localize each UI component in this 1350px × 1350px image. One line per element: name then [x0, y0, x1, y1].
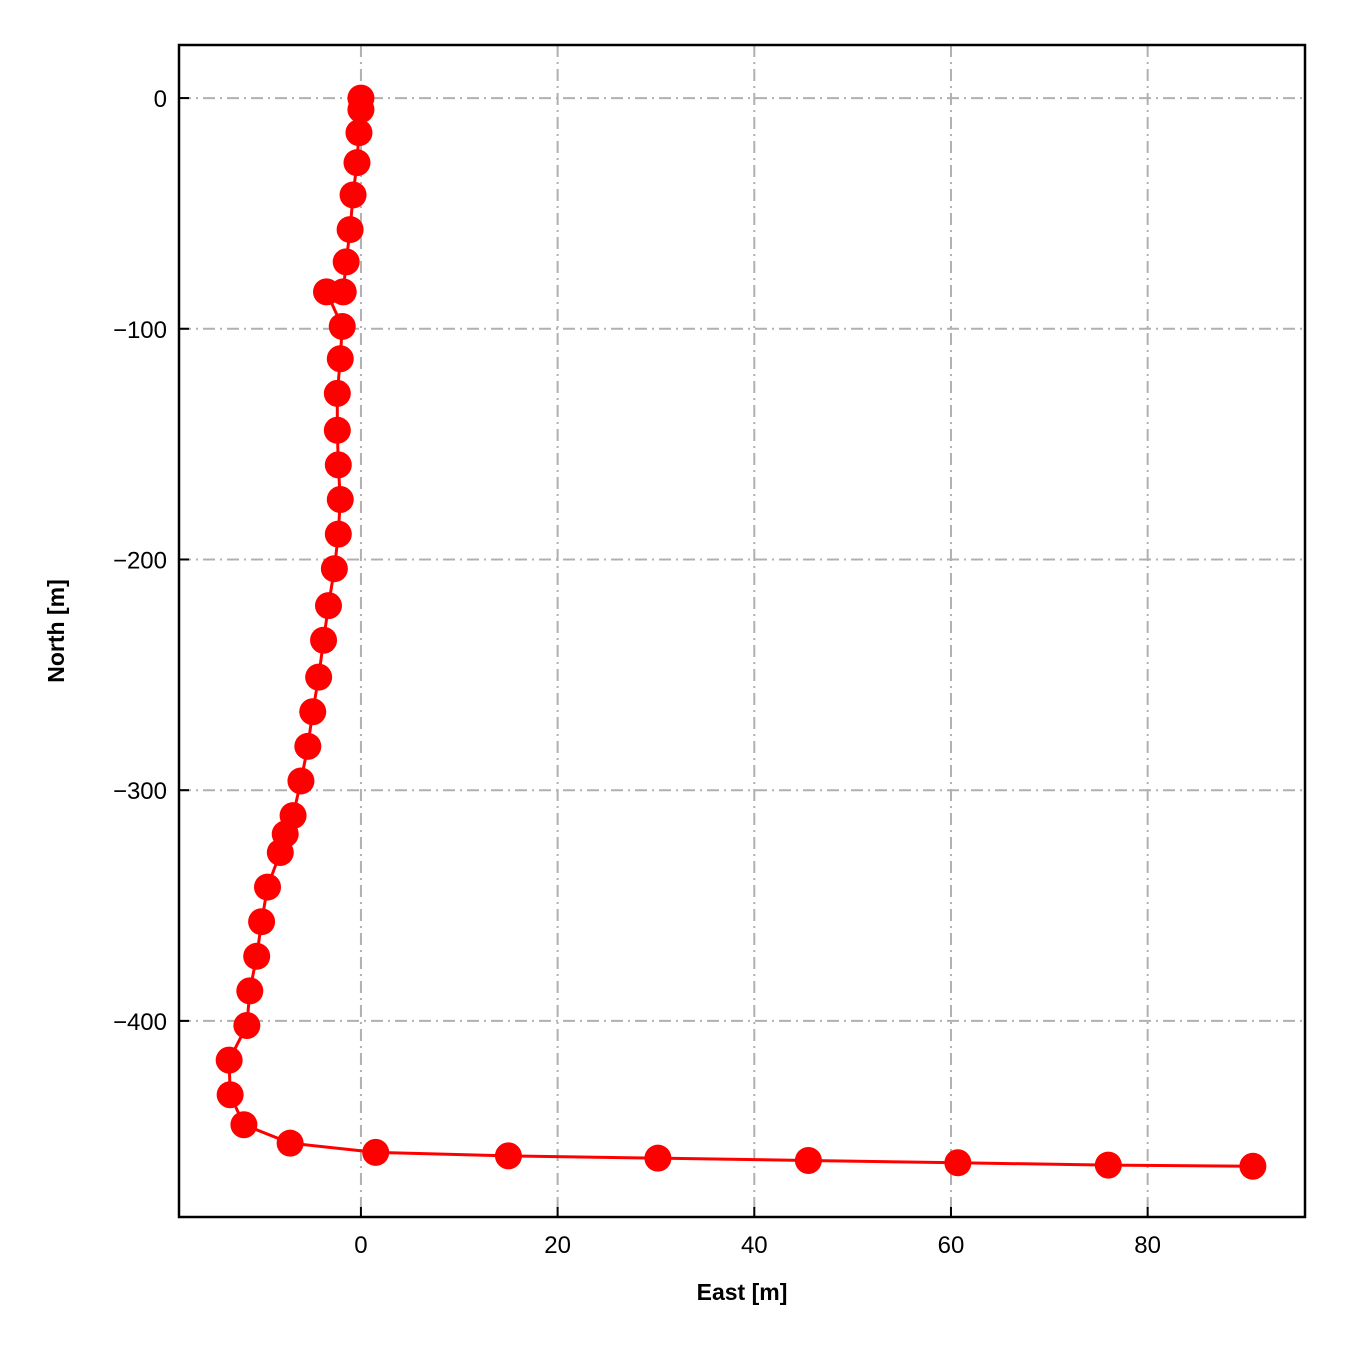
data-point: [1094, 1151, 1122, 1179]
y-tick-label: −200: [113, 547, 167, 574]
data-point: [266, 838, 294, 866]
data-point: [328, 312, 356, 340]
x-tick-label: 20: [544, 1232, 571, 1259]
y-tick-label: 0: [154, 86, 167, 113]
data-point: [236, 977, 264, 1005]
data-point: [305, 663, 333, 691]
data-point: [794, 1146, 822, 1174]
data-point: [332, 248, 360, 276]
data-point: [347, 96, 375, 124]
series-line: [227, 98, 1253, 1168]
y-axis-label: North [m]: [43, 579, 69, 682]
data-point: [644, 1144, 672, 1172]
plot-frame: [177, 43, 1307, 1219]
data-point: [276, 1129, 304, 1157]
data-point: [343, 149, 371, 177]
data-point: [299, 698, 327, 726]
data-point: [323, 379, 351, 407]
data-point: [494, 1142, 522, 1170]
data-point: [339, 181, 367, 209]
y-tick-label: −100: [113, 317, 167, 344]
data-point: [944, 1149, 972, 1177]
data-point: [313, 278, 341, 306]
x-tick-label: 60: [938, 1232, 965, 1259]
data-point: [230, 1111, 258, 1139]
x-tick-label: 80: [1134, 1232, 1161, 1259]
x-tick-label: 0: [354, 1232, 367, 1259]
data-point: [323, 416, 351, 444]
data-point: [314, 592, 342, 620]
data-point: [233, 1012, 261, 1040]
data-point: [216, 1081, 244, 1109]
data-point: [310, 626, 338, 654]
data-point: [324, 451, 352, 479]
data-point: [248, 908, 276, 936]
y-tick-label: −400: [113, 1009, 167, 1036]
data-point: [345, 119, 373, 147]
data-point: [254, 873, 282, 901]
x-axis-label: East [m]: [697, 1279, 788, 1305]
data-point: [243, 942, 271, 970]
grid-layer: [179, 45, 1305, 1217]
data-point: [294, 732, 322, 760]
data-point: [326, 345, 354, 373]
x-tick-label: 40: [741, 1232, 768, 1259]
data-point: [336, 216, 364, 244]
data-point: [326, 485, 354, 513]
data-point: [324, 520, 352, 548]
data-point: [287, 767, 315, 795]
data-point: [215, 1046, 243, 1074]
y-tick-label: −300: [113, 778, 167, 805]
data-point: [362, 1138, 390, 1166]
tick-layer: 0 20 40 60 80 0 −100 −200 −300 −400: [113, 86, 1161, 1259]
data-point: [1239, 1152, 1267, 1180]
data-layer: [215, 84, 1267, 1180]
data-point: [320, 555, 348, 583]
